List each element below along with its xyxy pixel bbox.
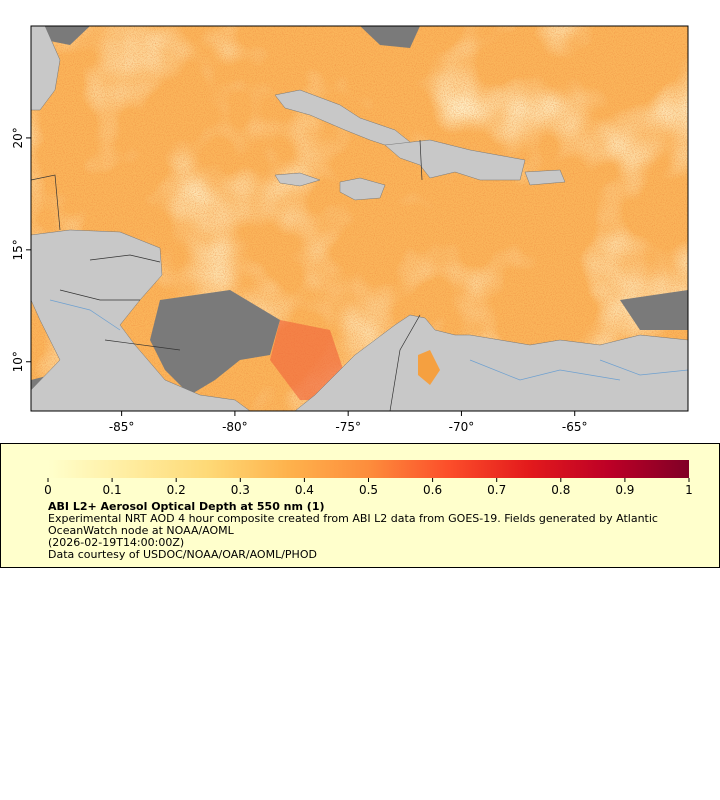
- lon-tick-label: -65°: [562, 420, 588, 434]
- colorbar-tick-label: 0.7: [487, 483, 506, 497]
- lon-tick-label: -75°: [335, 420, 361, 434]
- lat-tick-label: 15°: [11, 239, 25, 260]
- lon-tick-label: -85°: [109, 420, 135, 434]
- legend-panel: 0 0.1 0.2 0.3 0.4 0.5 0.6 0.7 0.8 0.9 1 ABI L2+ Ae…: [0, 443, 720, 568]
- lon-tick-label: -80°: [222, 420, 248, 434]
- lat-tick-label: 20°: [11, 127, 25, 148]
- legend-timestamp: (2026-02-19T14:00:00Z): [48, 536, 185, 549]
- legend-credit: Data courtesy of USDOC/NOAA/OAR/AOML/PHO…: [48, 548, 317, 561]
- map: -85° -80° -75° -70° -65° 10° 15° 20°: [11, 25, 689, 434]
- colorbar-tick-label: 0.4: [295, 483, 314, 497]
- aod-field: [31, 26, 688, 411]
- colorbar-tick-label: 0: [44, 483, 52, 497]
- legend-description: Experimental NRT AOD 4 hour composite cr…: [48, 512, 658, 537]
- colorbar-tick-label: 0.1: [103, 483, 122, 497]
- lon-tick-label: -70°: [449, 420, 475, 434]
- colorbar-tick-label: 0.9: [615, 483, 634, 497]
- colorbar-tick-label: 1: [685, 483, 693, 497]
- land: [31, 26, 688, 411]
- colorbar: 0 0.1 0.2 0.3 0.4 0.5 0.6 0.7 0.8 0.9 1: [44, 460, 693, 497]
- colorbar-tick-label: 0.2: [167, 483, 186, 497]
- colorbar-tick-label: 0.6: [423, 483, 442, 497]
- rivers: [49, 299, 688, 381]
- borders: [31, 139, 423, 411]
- colorbar-tick-label: 0.5: [359, 483, 378, 497]
- legend-title: ABI L2+ Aerosol Optical Depth at 550 nm …: [48, 500, 325, 513]
- colorbar-tick-label: 0.8: [551, 483, 570, 497]
- colorbar-ramp: [48, 460, 689, 478]
- lat-tick-label: 10°: [11, 351, 25, 372]
- map-frame: [30, 25, 689, 412]
- axes: -85° -80° -75° -70° -65° 10° 15° 20°: [11, 127, 588, 434]
- colorbar-tick-label: 0.3: [231, 483, 250, 497]
